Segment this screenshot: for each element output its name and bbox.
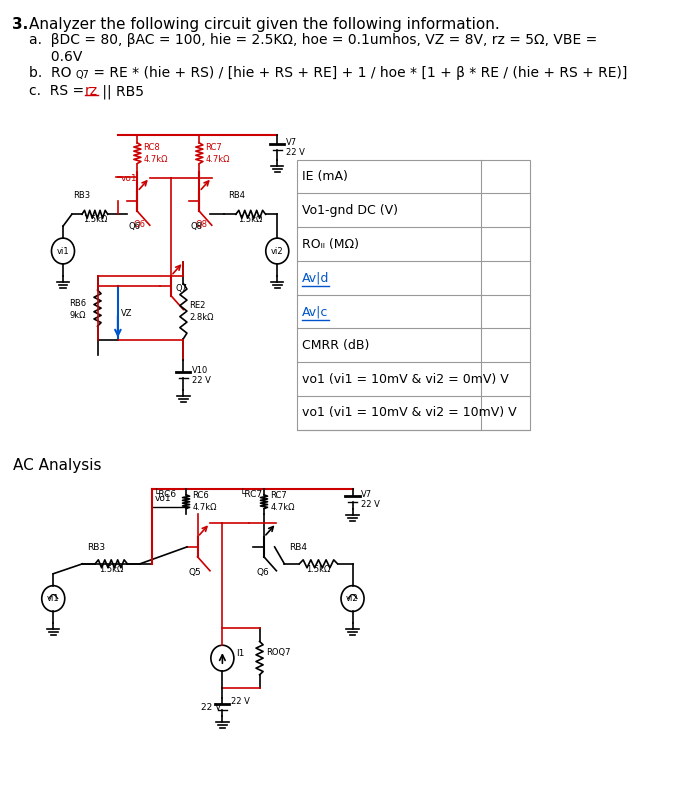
Text: AC Analysis: AC Analysis [13, 457, 102, 472]
Text: RC8: RC8 [143, 142, 160, 152]
Text: 22 V: 22 V [361, 500, 380, 509]
Text: CMRR (dB): CMRR (dB) [302, 339, 370, 352]
Text: 22 V: 22 V [192, 376, 211, 384]
Text: 4.7kΩ: 4.7kΩ [270, 503, 294, 513]
Text: vo1 (vi1 = 10mV & vi2 = 10mV) V: vo1 (vi1 = 10mV & vi2 = 10mV) V [302, 407, 516, 419]
Text: 3.: 3. [12, 17, 28, 32]
Text: 4.7kΩ: 4.7kΩ [192, 503, 216, 513]
Text: RC7: RC7 [205, 142, 222, 152]
Text: c.  RS =: c. RS = [29, 84, 89, 98]
Text: V7: V7 [361, 490, 372, 499]
Text: rz: rz [85, 84, 98, 98]
Text: RB4: RB4 [228, 191, 246, 200]
Text: vi1: vi1 [47, 594, 60, 603]
Text: 0.6V: 0.6V [29, 51, 83, 64]
Text: Q8: Q8 [191, 222, 203, 231]
Text: vi2: vi2 [271, 247, 283, 255]
Text: vo1 (vi1 = 10mV & vi2 = 0mV) V: vo1 (vi1 = 10mV & vi2 = 0mV) V [302, 373, 509, 386]
Text: Q7: Q7 [175, 284, 187, 293]
Text: 22 V: 22 V [231, 698, 250, 706]
Text: 1.5kΩ: 1.5kΩ [239, 215, 263, 224]
Text: ROQ7: ROQ7 [266, 648, 290, 657]
Text: I1: I1 [236, 649, 244, 657]
Text: IE (mA): IE (mA) [302, 170, 348, 183]
Text: 2.8kΩ: 2.8kΩ [189, 312, 214, 322]
Text: └RC7: └RC7 [239, 490, 262, 499]
Text: Av|d: Av|d [302, 271, 329, 284]
Text: = RE * (hie + RS) / [hie + RS + RE] + 1 / hoe * [1 + β * RE / (hie + RS + RE)]: = RE * (hie + RS) / [hie + RS + RE] + 1 … [88, 66, 627, 81]
Text: 22 V: 22 V [286, 148, 305, 157]
Text: vo1: vo1 [155, 494, 172, 503]
Text: vi1: vi1 [56, 247, 70, 255]
Text: Vo1-gnd DC (V): Vo1-gnd DC (V) [302, 204, 398, 217]
Text: a.  βDC = 80, βAC = 100, hie = 2.5KΩ, hoe = 0.1umhos, VZ = 8V, rz = 5Ω, VBE =: a. βDC = 80, βAC = 100, hie = 2.5KΩ, hoe… [29, 32, 598, 47]
Text: └RC6: └RC6 [153, 490, 176, 499]
Text: RB4: RB4 [289, 543, 307, 552]
Text: RB6: RB6 [69, 299, 86, 308]
Bar [296, 160, 530, 430]
Text: Q5: Q5 [189, 568, 201, 577]
Text: Q8: Q8 [195, 220, 207, 229]
Text: V10: V10 [192, 365, 209, 375]
Text: 4.7kΩ: 4.7kΩ [143, 155, 168, 164]
Text: RC6: RC6 [192, 491, 209, 500]
Text: Q6: Q6 [129, 222, 141, 231]
Text: RB3: RB3 [74, 191, 90, 200]
Text: Q6: Q6 [133, 220, 145, 229]
Text: RC7: RC7 [270, 491, 287, 500]
Text: V7: V7 [286, 138, 297, 147]
Text: Q6: Q6 [257, 568, 269, 577]
Text: 22 V: 22 V [201, 703, 221, 712]
Text: vo1: vo1 [120, 173, 137, 183]
Text: || RB5: || RB5 [97, 84, 143, 99]
Text: Q7: Q7 [75, 70, 89, 81]
Text: RE2: RE2 [189, 301, 206, 309]
Text: Analyzer the following circuit given the following information.: Analyzer the following circuit given the… [29, 17, 500, 32]
Text: 1.5kΩ: 1.5kΩ [306, 565, 331, 573]
Text: 9kΩ: 9kΩ [69, 311, 86, 320]
Text: vi2: vi2 [346, 594, 359, 603]
Text: 1.5kΩ: 1.5kΩ [99, 565, 123, 573]
Text: RB3: RB3 [87, 543, 105, 552]
Text: ROₗₗ (MΩ): ROₗₗ (MΩ) [302, 237, 359, 251]
Text: 1.5kΩ: 1.5kΩ [83, 215, 107, 224]
Text: VZ: VZ [121, 308, 133, 317]
Text: 4.7kΩ: 4.7kΩ [205, 155, 230, 164]
Text: Av|c: Av|c [302, 305, 329, 318]
Text: b.  RO: b. RO [29, 66, 72, 81]
